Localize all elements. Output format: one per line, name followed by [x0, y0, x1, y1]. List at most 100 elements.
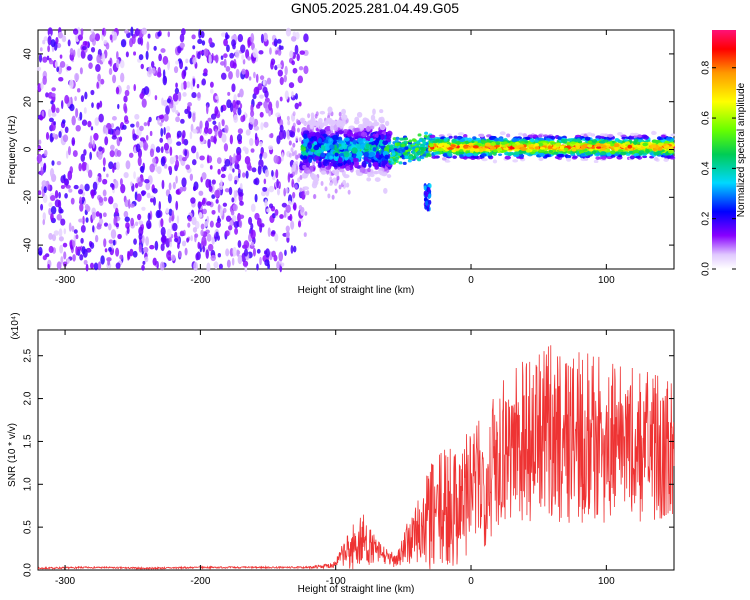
heatmap-cell [98, 218, 104, 225]
heatmap-cell [529, 138, 535, 143]
heatmap-cell [149, 198, 154, 203]
heatmap-cell [163, 126, 166, 136]
heatmap-cell [334, 152, 339, 157]
heatmap-cell [59, 54, 63, 59]
heatmap-cell [455, 141, 462, 145]
heatmap-cell [248, 216, 253, 225]
heatmap-cell [103, 222, 109, 227]
heatmap-cell [638, 150, 645, 154]
heatmap-cell [504, 155, 511, 160]
heatmap-cell [42, 75, 47, 85]
heatmap-cell [130, 26, 134, 37]
heatmap-cell [593, 159, 599, 164]
heatmap-cell [166, 125, 171, 132]
heatmap-cell [42, 39, 46, 45]
heatmap-cell [150, 60, 155, 68]
heatmap-cell [623, 138, 629, 142]
heatmap-cell [177, 232, 181, 237]
heatmap-cell [596, 146, 602, 149]
heatmap-y-tick-label: -40 [23, 237, 34, 252]
snr-x-axis: -300 -200 -100 0 100 [55, 330, 615, 587]
heatmap-cell [166, 98, 172, 104]
heatmap-cell [232, 204, 238, 212]
heatmap-cell [106, 173, 109, 178]
heatmap-cell [47, 263, 50, 270]
snr-y-tick-label: 0.0 [23, 563, 34, 577]
heatmap-cell [404, 146, 409, 150]
heatmap-cell [417, 133, 422, 137]
heatmap-cell [43, 36, 48, 42]
heatmap-cell [291, 60, 295, 66]
heatmap-cell [119, 136, 123, 142]
heatmap-cell [149, 244, 155, 250]
heatmap-cell [47, 184, 51, 191]
heatmap-cell [557, 154, 564, 158]
heatmap-cell [447, 147, 454, 151]
heatmap-marks [36, 26, 676, 273]
heatmap-cell [338, 111, 342, 117]
heatmap-cell [82, 215, 85, 225]
heatmap-cell [582, 143, 588, 148]
heatmap-cell [663, 158, 669, 162]
heatmap-cell [376, 170, 384, 175]
heatmap-cell [93, 132, 99, 141]
heatmap-cell [651, 131, 657, 136]
heatmap-cell [389, 158, 394, 162]
heatmap-cell [189, 131, 193, 140]
heatmap-cell [566, 157, 572, 162]
heatmap-cell [300, 146, 307, 152]
heatmap-cell [196, 83, 200, 89]
heatmap-cell [183, 69, 187, 77]
heatmap-cell [494, 137, 499, 142]
heatmap-cell [239, 103, 243, 109]
heatmap-cell [56, 261, 62, 270]
heatmap-cell [341, 108, 346, 115]
heatmap-cell [72, 150, 78, 158]
heatmap-cell [443, 137, 448, 142]
heatmap-cell [155, 165, 158, 172]
heatmap-cell [208, 37, 213, 45]
heatmap-cell [101, 28, 105, 36]
heatmap-cell [70, 197, 75, 205]
heatmap-cell [123, 115, 129, 123]
heatmap-cell [602, 145, 607, 148]
heatmap-cell [154, 95, 158, 101]
heatmap-cell [245, 170, 249, 179]
heatmap-cell [213, 134, 217, 145]
heatmap-cell [307, 120, 314, 125]
heatmap-cell [274, 65, 278, 71]
heatmap-cell [288, 140, 292, 146]
heatmap-cell [287, 120, 291, 126]
heatmap-cell [250, 110, 255, 117]
heatmap-cell [457, 135, 462, 140]
heatmap-cell [192, 45, 196, 50]
heatmap-cell [176, 141, 182, 146]
heatmap-cell [254, 132, 258, 141]
heatmap-cell [459, 149, 464, 153]
heatmap-cell [287, 200, 292, 207]
heatmap-cell [98, 196, 104, 203]
heatmap-cell [291, 91, 294, 98]
heatmap-cell [143, 122, 148, 127]
heatmap-cell [299, 187, 303, 193]
heatmap-cell [341, 142, 346, 148]
heatmap-cell [271, 169, 274, 177]
heatmap-cell [634, 149, 640, 154]
heatmap-cell [285, 225, 290, 233]
snr-marks [37, 345, 675, 571]
heatmap-cell [64, 178, 70, 186]
heatmap-cell [39, 115, 44, 121]
heatmap-cell [84, 203, 89, 211]
heatmap-cell [591, 150, 597, 155]
heatmap-cell [547, 145, 553, 150]
heatmap-cell [534, 139, 539, 143]
heatmap-cell [237, 240, 242, 248]
heatmap-cell [51, 160, 55, 166]
heatmap-cell [620, 144, 627, 148]
heatmap-cell [380, 124, 386, 130]
heatmap-cell [224, 124, 229, 134]
heatmap-cell [271, 250, 276, 258]
heatmap-cell [257, 83, 263, 91]
heatmap-cell [217, 168, 221, 175]
